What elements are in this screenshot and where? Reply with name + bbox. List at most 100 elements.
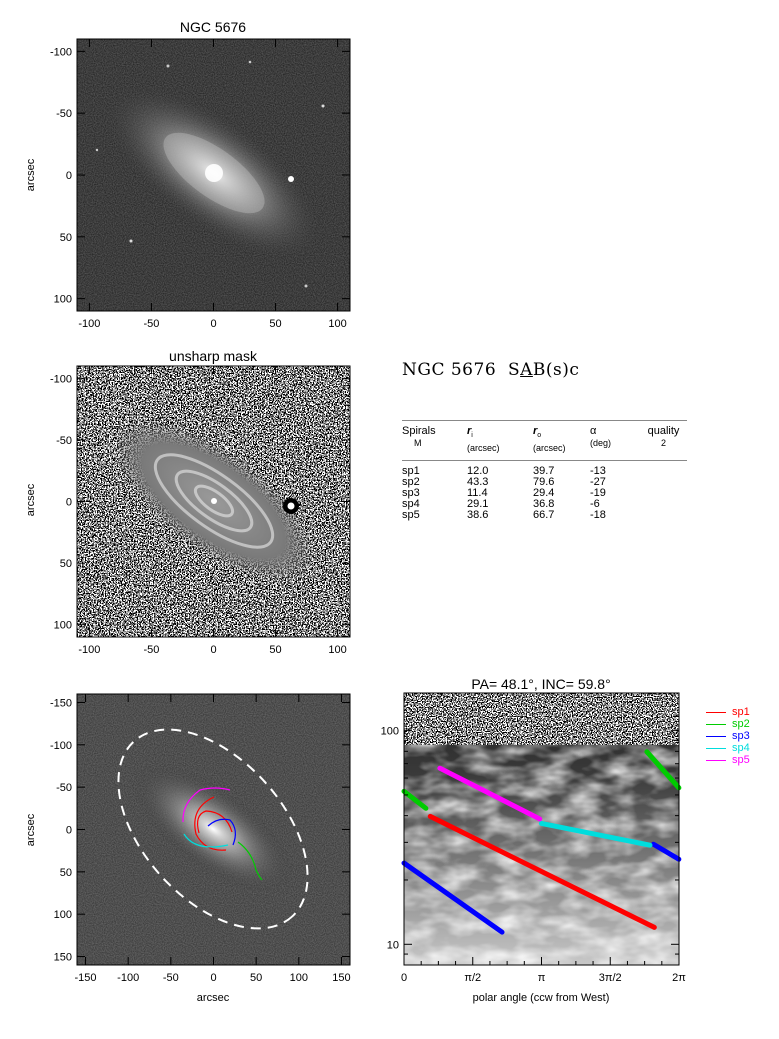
legend-swatch	[706, 723, 726, 725]
chart-y-tick-label: 100	[381, 726, 399, 738]
panel-spiral-overlay: -150 -100 -50 0 50 100 150150100500-50-100-150…	[25, 693, 351, 1004]
x-tick-label: -50	[144, 318, 160, 330]
x-tick-label: 150	[332, 972, 350, 984]
cell-alpha: -27	[590, 476, 606, 489]
chart-x-tick-label: π/2	[464, 972, 481, 984]
cell-name: sp3	[402, 487, 420, 500]
cell-ri: 43.3	[467, 476, 489, 489]
y-tick-label: -50	[56, 108, 72, 120]
panel3-ticks: -150 -100 -50 0 50 100 150 150 100 50 0 -50 -100 -150	[50, 694, 351, 984]
panel1-ylabel: arcsec	[25, 158, 37, 191]
x-tick-label: 0	[210, 644, 216, 656]
cell-quality	[640, 461, 687, 478]
col-ro: ro (arcsec)	[533, 425, 566, 454]
col-alpha: α (deg)	[590, 425, 612, 448]
chart-x-tick-label: 0	[401, 972, 407, 984]
panel2-ylabel: arcsec	[25, 483, 37, 516]
x-tick-label: 0	[210, 972, 216, 984]
table-row: sp4 29.1 36.8 -6	[402, 499, 687, 510]
chart-legend: sp1 sp2 sp3 sp4 sp5	[706, 706, 750, 766]
x-tick-label: -50	[163, 972, 179, 984]
y-tick-label: 50	[60, 867, 72, 879]
x-tick-label: -150	[75, 972, 97, 984]
col-spirals: Spirals M	[402, 425, 436, 448]
x-tick-label: -100	[78, 644, 100, 656]
cell-quality	[640, 510, 687, 521]
cell-quality	[640, 488, 687, 499]
galaxy-info: NGC 5676 SAB(s)c Spirals M ri (arcsec) ro(…	[402, 360, 692, 521]
cell-alpha: -6	[590, 498, 600, 511]
y-tick-label: 50	[60, 232, 72, 244]
legend-item-sp4: sp4	[706, 742, 750, 754]
y-tick-label: 0	[66, 497, 72, 509]
y-tick-label: 0	[66, 170, 72, 182]
x-tick-label: 50	[269, 318, 281, 330]
legend-label: sp5	[732, 754, 750, 766]
cell-name: sp4	[402, 498, 420, 511]
chart-x-tick-label: π	[538, 972, 546, 984]
chart-title: PA= 48.1°, INC= 59.8°	[471, 676, 610, 692]
cell-ro: 66.7	[533, 509, 555, 522]
x-tick-label: 50	[269, 644, 281, 656]
panel3-ylabel: arcsec	[25, 813, 37, 846]
series-sp1-segment	[427, 813, 657, 930]
class-post: B(s)c	[532, 360, 580, 380]
legend-label: sp1	[732, 706, 750, 718]
series-sp4-segment	[538, 820, 653, 848]
x-tick-label: -100	[117, 972, 139, 984]
chart-ticks: 0 π/2 π 3π/2 2π 100 10	[381, 726, 687, 984]
x-tick-label: 100	[290, 972, 308, 984]
class-pre: S	[507, 360, 521, 380]
y-tick-label: -150	[50, 697, 72, 709]
legend-swatch	[706, 735, 726, 737]
cell-ri: 38.6	[467, 509, 489, 522]
cell-ro: 29.4	[533, 487, 555, 500]
y-tick-label: 100	[54, 294, 72, 306]
cell-alpha: -19	[590, 487, 606, 500]
cell-ro: 36.8	[533, 498, 555, 511]
x-tick-label: -100	[78, 318, 100, 330]
chart-x-tick-label: 2π	[672, 972, 686, 984]
legend-label: sp2	[732, 718, 750, 730]
x-tick-label: 100	[328, 644, 346, 656]
series-sp3-segment	[401, 860, 505, 935]
galaxy-classification: NGC 5676 SAB(s)c	[402, 360, 692, 380]
chart-y-tick-label: 10	[387, 939, 399, 951]
chart-x-tick-label: 3π/2	[599, 972, 622, 984]
legend-swatch	[706, 711, 726, 713]
cell-ri: 29.1	[467, 498, 489, 511]
series-sp5-segment	[437, 765, 543, 822]
cell-alpha: -18	[590, 509, 606, 522]
legend-item-sp2: sp2	[706, 718, 750, 730]
chart-xlabel: polar angle (ccw from West)	[473, 992, 610, 1004]
series-sp2-segment	[644, 749, 682, 791]
y-tick-label: -100	[50, 740, 72, 752]
legend-label: sp3	[732, 730, 750, 742]
series-sp3-segment	[650, 841, 682, 862]
table-row: sp1 12.0 39.7 -13	[402, 461, 687, 478]
panel1-title: NGC 5676	[180, 19, 246, 35]
cell-name: sp5	[402, 509, 420, 522]
y-tick-label: -50	[56, 782, 72, 794]
y-tick-label: -100	[50, 46, 72, 58]
y-tick-label: 0	[66, 825, 72, 837]
series-sp2-segment	[401, 788, 429, 811]
panel-galaxy-image: -100 -50 0 50 100 100 50 0 -50 -100 NGC 5676 arcs…	[25, 19, 351, 330]
y-tick-label: 50	[60, 558, 72, 570]
cell-quality	[640, 499, 687, 510]
legend-swatch	[706, 747, 726, 749]
y-tick-label: -50	[56, 435, 72, 447]
x-tick-label: -50	[144, 644, 160, 656]
x-tick-label: 0	[210, 318, 216, 330]
cell-ri: 11.4	[467, 487, 488, 500]
cell-alpha: -13	[590, 465, 606, 478]
col-quality: quality 2	[647, 425, 680, 448]
y-tick-label: -100	[50, 373, 72, 385]
cell-quality	[640, 477, 687, 488]
panel1-ticks: -100 -50 0 50 100 100 50 0 -50 -100	[50, 39, 350, 330]
table-row: sp5 38.6 66.7 -18	[402, 510, 687, 521]
galaxy-name: NGC 5676	[402, 360, 497, 380]
legend-label: sp4	[732, 742, 750, 754]
panel-polar-chart: 0 π/2 π 3π/2 2π 100 10 PA= 48.1°, INC= 59.8° p…	[381, 676, 687, 1004]
y-tick-label: 100	[54, 909, 72, 921]
